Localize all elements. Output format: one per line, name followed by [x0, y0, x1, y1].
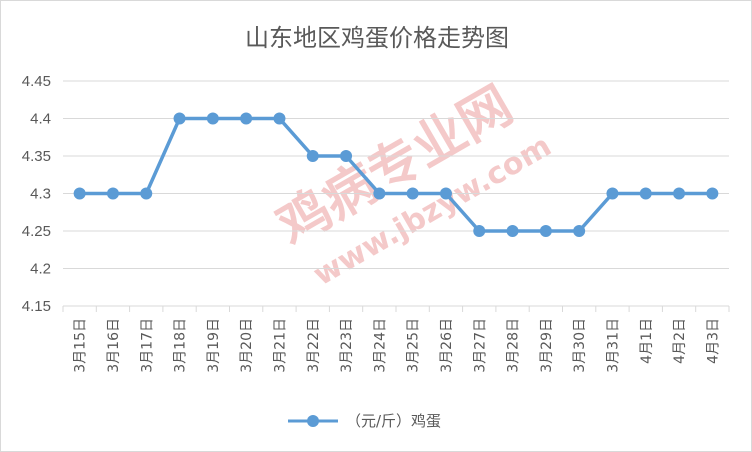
- x-axis-ticks: 3月15日 3月16日 3月17日 3月18日 3月19日 3月20日 3月21日 3月22日…: [62, 306, 730, 373]
- x-tick-label: 3月22日: [306, 318, 322, 373]
- x-tick-label: 3月25日: [406, 318, 422, 373]
- data-point: [106, 187, 119, 200]
- legend-label: （元/斤）鸡蛋: [346, 412, 441, 430]
- data-point: [273, 112, 286, 125]
- x-tick-label: 3月27日: [472, 318, 488, 373]
- x-tick-label: 3月19日: [206, 318, 222, 373]
- y-axis-ticks: 4.15 4.2 4.25 4.3 4.35 4.4 4.45: [22, 73, 51, 315]
- x-tick-label: 3月21日: [272, 318, 288, 373]
- legend: （元/斤）鸡蛋: [288, 412, 441, 430]
- data-point: [306, 150, 319, 162]
- data-point: [573, 225, 586, 237]
- x-tick-label: 3月24日: [372, 318, 388, 373]
- data-point: [373, 187, 386, 200]
- x-tick-label: 3月16日: [106, 318, 122, 373]
- y-tick-label: 4.3: [30, 186, 51, 203]
- y-tick-label: 4.4: [30, 111, 51, 128]
- y-tick-label: 4.2: [30, 261, 51, 278]
- data-point: [73, 187, 86, 200]
- data-point: [606, 187, 619, 200]
- x-tick-label: 3月28日: [506, 318, 522, 373]
- data-point: [706, 187, 719, 200]
- x-tick-label: 3月29日: [539, 318, 555, 373]
- data-point: [673, 187, 686, 200]
- data-point: [539, 225, 552, 237]
- data-point: [140, 187, 153, 200]
- y-tick-label: 4.35: [22, 148, 51, 165]
- data-point: [406, 187, 419, 200]
- legend-point-marker: [307, 415, 319, 427]
- y-tick-label: 4.25: [22, 223, 51, 240]
- y-tick-label: 4.15: [22, 298, 51, 315]
- x-tick-label: 3月15日: [73, 318, 89, 373]
- x-tick-label: 3月23日: [339, 318, 355, 373]
- x-tick-label: 3月26日: [439, 318, 455, 373]
- series-layer: [73, 112, 719, 237]
- watermark: 鸡病专业网 www.jbzyw.com: [268, 75, 558, 293]
- y-tick-label: 4.45: [22, 73, 51, 90]
- x-tick-label: 3月30日: [572, 318, 588, 373]
- data-point: [439, 187, 452, 200]
- data-point: [506, 225, 519, 237]
- x-tick-label: 4月1日: [639, 318, 655, 364]
- x-tick-label: 3月31日: [605, 318, 621, 373]
- data-point: [340, 150, 353, 162]
- data-point: [240, 112, 253, 125]
- data-point: [639, 187, 652, 200]
- x-tick-label: 3月20日: [239, 318, 255, 373]
- x-tick-label: 3月18日: [173, 318, 189, 373]
- chart-title: 山东地区鸡蛋价格走势图: [245, 24, 509, 52]
- x-tick-label: 4月3日: [705, 318, 721, 364]
- x-tick-label: 4月2日: [672, 318, 688, 364]
- data-point: [473, 225, 486, 237]
- data-point: [173, 112, 186, 125]
- data-point: [206, 112, 219, 125]
- x-tick-label: 3月17日: [139, 318, 155, 373]
